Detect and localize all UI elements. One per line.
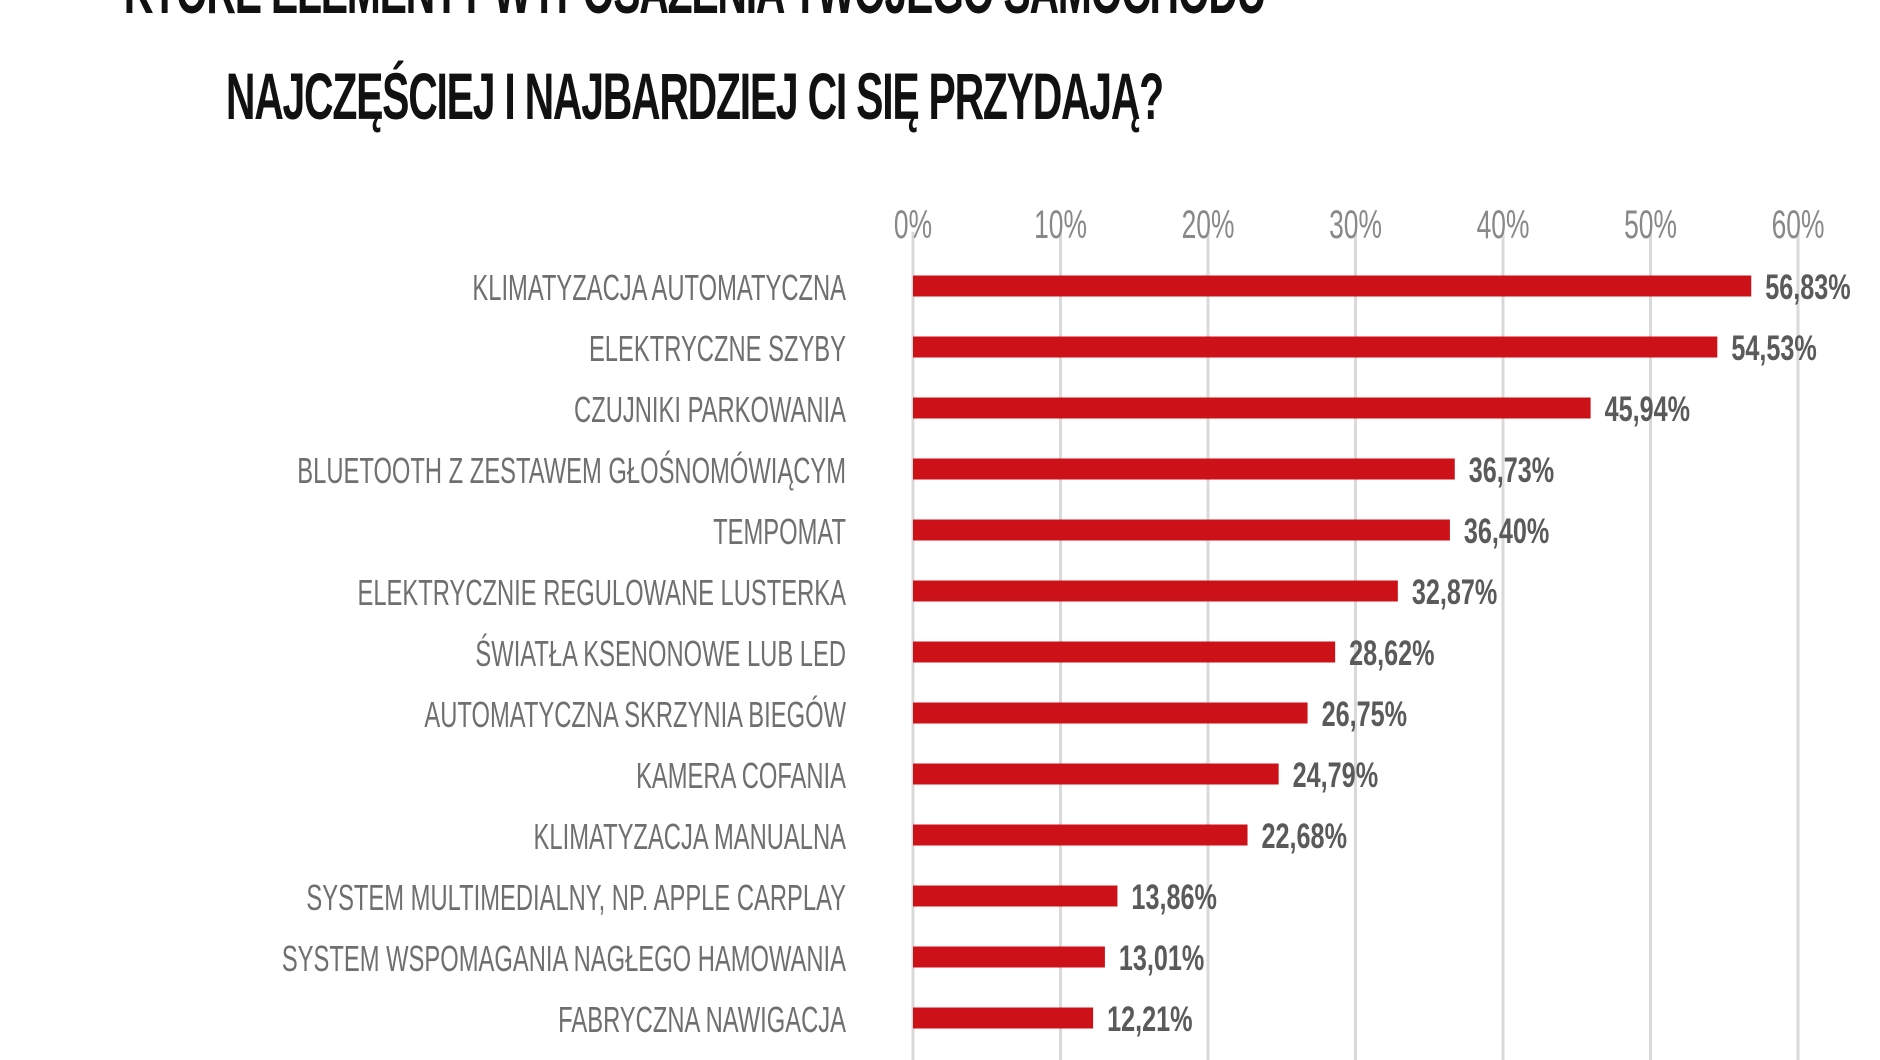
bar [913, 458, 1455, 480]
bar [913, 336, 1718, 358]
value-labels: 56,83% 54,53% 45,94% 36,73% 36,40% 32,87% 28,6… [1107, 268, 1851, 1039]
category-label: KAMERA COFANIA [636, 756, 846, 796]
x-tick-label: 10% [1034, 203, 1087, 248]
value-label: 26,75% [1322, 695, 1407, 734]
chart-title-line-1: KTÓRE ELEMENTY WYPOSAŻENIA TWOJEGO SAMOC… [0, 0, 1389, 28]
value-label: 36,40% [1464, 512, 1549, 551]
category-label: FABRYCZNA NAWIGACJA [558, 1000, 846, 1040]
bar [913, 519, 1450, 541]
category-label: TEMPOMAT [713, 512, 846, 552]
value-label: 24,79% [1293, 756, 1378, 795]
category-label: SYSTEM MULTIMEDIALNY, NP. APPLE CARPLAY [306, 878, 846, 918]
bar [913, 275, 1752, 297]
chart-title-line-2: NAJCZĘŚCIEJ I NAJBARDZIEJ CI SIĘ PRZYDAJ… [225, 59, 1164, 133]
x-tick-label: 0% [894, 203, 932, 248]
x-tick-label: 30% [1329, 203, 1382, 248]
category-label: KLIMATYZACJA MANUALNA [534, 817, 847, 857]
bar [913, 885, 1118, 907]
bar [913, 1007, 1094, 1029]
bar [913, 946, 1105, 968]
x-tick-label: 60% [1772, 203, 1825, 248]
category-labels: KLIMATYZACJA AUTOMATYCZNA ELEKTRYCZNE SZY… [282, 268, 847, 1040]
value-label: 56,83% [1765, 268, 1850, 307]
bar [913, 397, 1591, 419]
category-label: ELEKTRYCZNIE REGULOWANE LUSTERKA [357, 573, 846, 613]
value-label: 12,21% [1107, 1000, 1192, 1039]
bar [913, 763, 1279, 785]
value-label: 22,68% [1262, 817, 1347, 856]
x-axis-tick-labels: 0% 10% 20% 30% 40% 50% 60% [894, 203, 1824, 248]
value-label: 28,62% [1349, 634, 1434, 673]
value-label: 13,86% [1131, 878, 1216, 917]
bar [913, 824, 1248, 846]
category-label: AUTOMATYCZNA SKRZYNIA BIEGÓW [424, 694, 846, 735]
bar [913, 641, 1336, 663]
x-tick-label: 40% [1477, 203, 1530, 248]
x-tick-label: 50% [1624, 203, 1677, 248]
category-label: KLIMATYZACJA AUTOMATYCZNA [472, 268, 846, 308]
category-label: ELEKTRYCZNE SZYBY [589, 329, 846, 369]
value-label: 54,53% [1731, 329, 1816, 368]
value-label: 13,01% [1119, 939, 1204, 978]
bars [913, 275, 1752, 1029]
category-label: SYSTEM WSPOMAGANIA NAGŁEGO HAMOWANIA [282, 939, 847, 979]
value-label: 32,87% [1412, 573, 1497, 612]
bar [913, 702, 1308, 724]
category-label: CZUJNIKI PARKOWANIA [574, 390, 846, 430]
x-tick-label: 20% [1182, 203, 1235, 248]
bar [913, 580, 1398, 602]
value-label: 36,73% [1469, 451, 1554, 490]
category-label: BLUETOOTH Z ZESTAWEM GŁOŚNOMÓWIĄCYM [297, 449, 846, 491]
category-label: ŚWIATŁA KSENONOWE LUB LED [475, 632, 846, 674]
value-label: 45,94% [1605, 390, 1690, 429]
